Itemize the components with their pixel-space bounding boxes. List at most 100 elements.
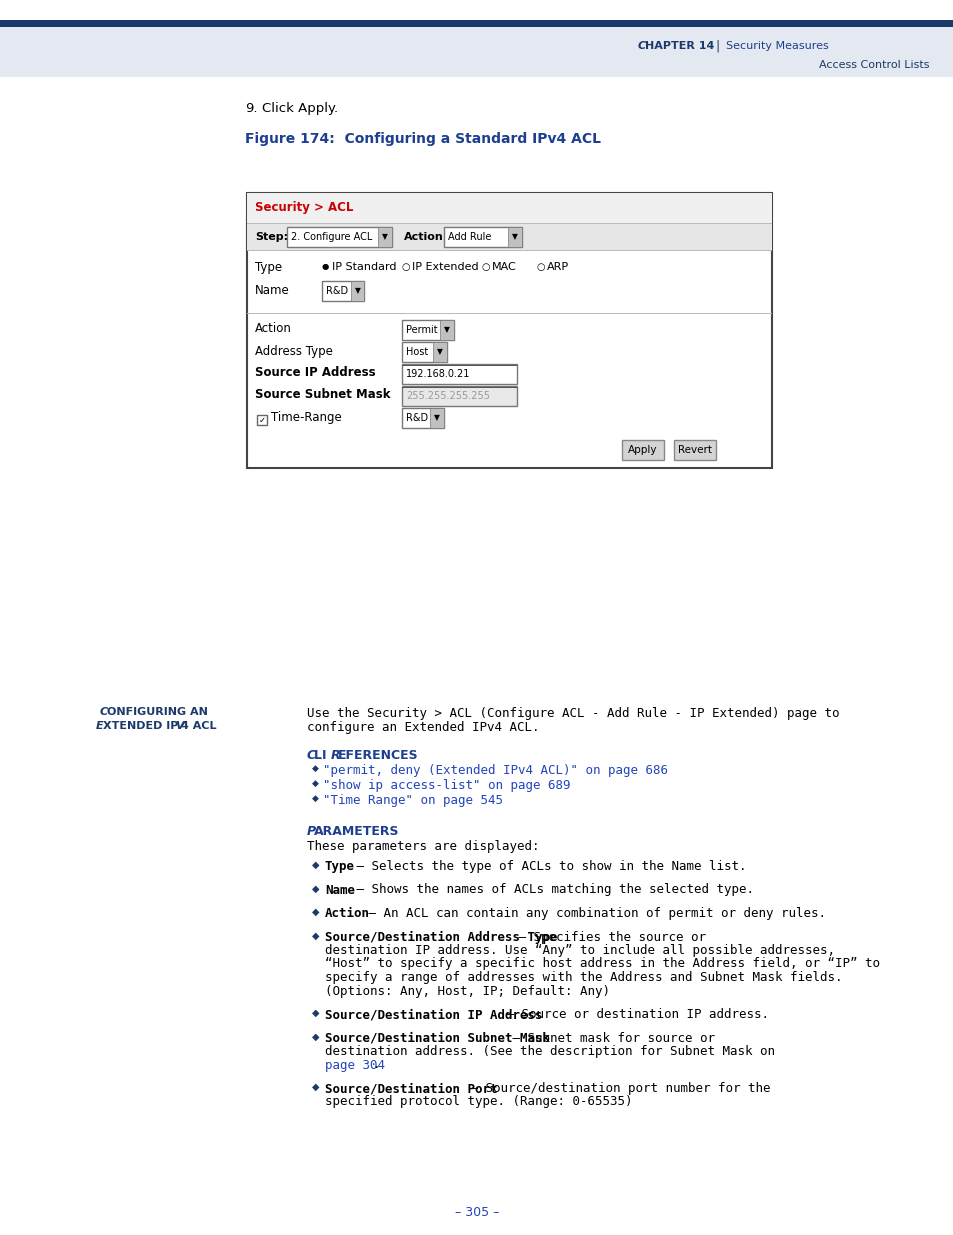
Text: ○: ○ bbox=[401, 262, 410, 272]
Text: Name: Name bbox=[254, 284, 290, 298]
Text: – Subnet mask for source or: – Subnet mask for source or bbox=[504, 1031, 714, 1045]
Bar bbox=[0, 27, 953, 77]
Text: Access Control Lists: Access Control Lists bbox=[819, 61, 929, 70]
Text: |: | bbox=[714, 40, 719, 53]
Bar bbox=[401, 387, 517, 406]
Text: Source Subnet Mask: Source Subnet Mask bbox=[254, 389, 390, 401]
Text: MAC: MAC bbox=[492, 262, 517, 272]
Text: specified protocol type. (Range: 0-65535): specified protocol type. (Range: 0-65535… bbox=[325, 1095, 632, 1109]
Text: Source/Destination Subnet Mask: Source/Destination Subnet Mask bbox=[325, 1031, 550, 1045]
Text: – Selects the type of ACLs to show in the Name list.: – Selects the type of ACLs to show in th… bbox=[349, 860, 745, 873]
Bar bbox=[247, 193, 771, 224]
Text: Step:: Step: bbox=[254, 232, 288, 242]
Text: ◆: ◆ bbox=[312, 860, 319, 869]
Text: ▼: ▼ bbox=[436, 347, 442, 357]
Text: C: C bbox=[638, 41, 645, 51]
Text: ARAMETERS: ARAMETERS bbox=[314, 825, 399, 839]
Text: Source/Destination Address Type: Source/Destination Address Type bbox=[325, 930, 557, 944]
Bar bbox=[401, 364, 517, 366]
Text: Name: Name bbox=[325, 883, 355, 897]
Text: Action:: Action: bbox=[403, 232, 448, 242]
Text: Time-Range: Time-Range bbox=[271, 410, 341, 424]
Text: Action: Action bbox=[254, 322, 292, 336]
Text: ○: ○ bbox=[537, 262, 545, 272]
Bar bbox=[0, 20, 953, 27]
Text: – Specifies the source or: – Specifies the source or bbox=[511, 930, 705, 944]
Bar bbox=[401, 342, 447, 362]
Text: R: R bbox=[331, 748, 340, 762]
Text: ◆: ◆ bbox=[312, 794, 318, 803]
Text: Address Type: Address Type bbox=[254, 345, 333, 357]
Text: – 305 –: – 305 – bbox=[455, 1207, 498, 1219]
Text: Type: Type bbox=[325, 860, 355, 873]
Bar bbox=[430, 408, 443, 429]
Text: 2. Configure ACL: 2. Configure ACL bbox=[291, 232, 372, 242]
Text: – Shows the names of ACLs matching the selected type.: – Shows the names of ACLs matching the s… bbox=[349, 883, 753, 897]
Bar bbox=[247, 224, 771, 249]
Text: ▼: ▼ bbox=[512, 232, 517, 242]
Text: Use the Security > ACL (Configure ACL - Add Rule - IP Extended) page to: Use the Security > ACL (Configure ACL - … bbox=[307, 706, 839, 720]
Text: Permit: Permit bbox=[406, 325, 437, 335]
Text: ▼: ▼ bbox=[434, 414, 439, 422]
Text: 9.: 9. bbox=[245, 103, 257, 115]
Text: XTENDED IP: XTENDED IP bbox=[103, 721, 178, 731]
Text: V: V bbox=[174, 721, 183, 731]
Text: specify a range of addresses with the Address and Subnet Mask fields.: specify a range of addresses with the Ad… bbox=[325, 971, 841, 984]
Text: Source/Destination Port: Source/Destination Port bbox=[325, 1082, 497, 1095]
Text: – An ACL can contain any combination of permit or deny rules.: – An ACL can contain any combination of … bbox=[360, 906, 825, 920]
Text: ◆: ◆ bbox=[312, 1031, 319, 1041]
Text: (Options: Any, Host, IP; Default: Any): (Options: Any, Host, IP; Default: Any) bbox=[325, 984, 609, 998]
Text: ✓: ✓ bbox=[258, 415, 265, 425]
Bar bbox=[433, 342, 447, 362]
Text: E: E bbox=[96, 721, 104, 731]
Text: LI: LI bbox=[314, 748, 331, 762]
Text: ▼: ▼ bbox=[355, 287, 360, 295]
Text: Revert: Revert bbox=[678, 445, 711, 454]
Text: Apply: Apply bbox=[628, 445, 657, 454]
Text: Security > ACL: Security > ACL bbox=[254, 201, 353, 215]
Text: – Source/destination port number for the: – Source/destination port number for the bbox=[462, 1082, 770, 1095]
Text: ●: ● bbox=[322, 263, 329, 272]
Text: These parameters are displayed:: These parameters are displayed: bbox=[307, 840, 539, 853]
Text: HAPTER 14: HAPTER 14 bbox=[644, 41, 714, 51]
Text: page 304: page 304 bbox=[325, 1058, 385, 1072]
Bar bbox=[351, 282, 364, 301]
Text: C: C bbox=[100, 706, 108, 718]
Bar bbox=[443, 227, 521, 247]
Text: "Time Range" on page 545: "Time Range" on page 545 bbox=[323, 794, 502, 806]
Text: R&D: R&D bbox=[326, 287, 348, 296]
Text: R&D: R&D bbox=[406, 412, 428, 424]
Text: 255.255.255.255: 255.255.255.255 bbox=[406, 391, 490, 401]
Text: Figure 174:  Configuring a Standard IPv4 ACL: Figure 174: Configuring a Standard IPv4 … bbox=[245, 132, 600, 146]
Bar bbox=[439, 320, 454, 340]
Bar bbox=[401, 408, 443, 429]
Text: – Source or destination IP address.: – Source or destination IP address. bbox=[498, 1008, 768, 1021]
Bar bbox=[247, 193, 771, 468]
Text: ◆: ◆ bbox=[312, 883, 319, 893]
Text: Host: Host bbox=[406, 347, 428, 357]
Text: ONFIGURING AN: ONFIGURING AN bbox=[107, 706, 208, 718]
Text: EFERENCES: EFERENCES bbox=[337, 748, 418, 762]
Text: destination address. (See the description for Subnet Mask on: destination address. (See the descriptio… bbox=[325, 1045, 774, 1058]
Text: 192.168.0.21: 192.168.0.21 bbox=[406, 369, 470, 379]
Text: Security Measures: Security Measures bbox=[725, 41, 828, 51]
Bar bbox=[287, 227, 392, 247]
Text: configure an Extended IPv4 ACL.: configure an Extended IPv4 ACL. bbox=[307, 721, 539, 734]
Text: ◆: ◆ bbox=[312, 764, 318, 773]
Text: Type: Type bbox=[254, 261, 282, 273]
Bar bbox=[401, 320, 454, 340]
Text: ▼: ▼ bbox=[443, 326, 450, 335]
Text: ◆: ◆ bbox=[312, 906, 319, 918]
Text: Source IP Address: Source IP Address bbox=[254, 367, 375, 379]
Text: IP Extended: IP Extended bbox=[412, 262, 478, 272]
Text: .: . bbox=[373, 1058, 380, 1072]
Text: 4 ACL: 4 ACL bbox=[181, 721, 216, 731]
Text: “Host” to specify a specific host address in the Address field, or “IP” to: “Host” to specify a specific host addres… bbox=[325, 957, 879, 971]
Text: C: C bbox=[307, 748, 315, 762]
Text: Add Rule: Add Rule bbox=[448, 232, 491, 242]
Bar bbox=[401, 364, 517, 384]
Bar bbox=[401, 387, 517, 388]
Text: destination IP address. Use “Any” to include all possible addresses,: destination IP address. Use “Any” to inc… bbox=[325, 944, 834, 957]
Text: ◆: ◆ bbox=[312, 779, 318, 788]
Bar bbox=[673, 440, 716, 459]
